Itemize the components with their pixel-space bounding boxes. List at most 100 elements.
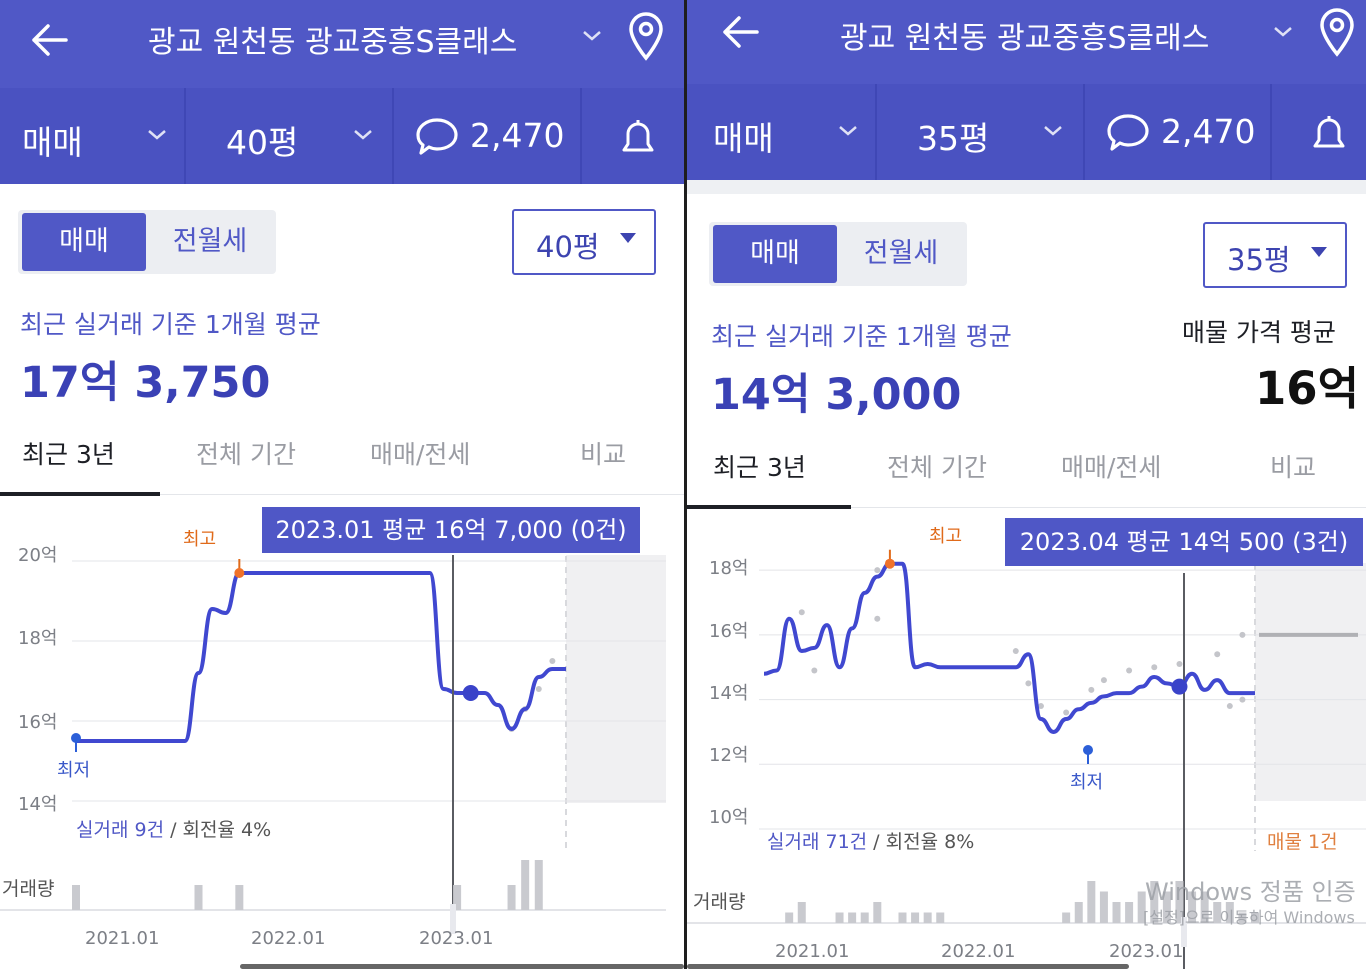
apartment-title[interactable]: 광교 원천동 광교중흥S클래스 bbox=[840, 21, 1210, 56]
tab-compare[interactable]: 비교 bbox=[580, 440, 627, 469]
deal-point bbox=[1226, 703, 1233, 710]
chevron-down-icon[interactable] bbox=[352, 124, 374, 146]
deal-stats: 실거래 71건 / 회전율 8% bbox=[767, 827, 974, 854]
tab-sale-jeonse[interactable]: 매매/전세 bbox=[1061, 453, 1162, 482]
size-select[interactable] bbox=[512, 209, 656, 275]
future-region bbox=[566, 555, 666, 803]
volume-label: 거래량 bbox=[693, 891, 746, 913]
chevron-down-icon[interactable] bbox=[1042, 120, 1064, 142]
tab-rent[interactable]: 전월세 bbox=[172, 226, 248, 257]
top-bar bbox=[687, 0, 1366, 88]
chevron-down-icon[interactable] bbox=[146, 124, 168, 146]
future-region bbox=[1255, 563, 1366, 801]
tab-sale-jeonse[interactable]: 매매/전세 bbox=[370, 440, 471, 469]
deal-point bbox=[1239, 631, 1246, 638]
y-axis-label: 10억 bbox=[709, 807, 749, 828]
chevron-down-icon[interactable] bbox=[837, 120, 859, 142]
price-line bbox=[763, 561, 1255, 734]
y-axis-label: 12억 bbox=[709, 745, 749, 766]
deal-point bbox=[1012, 648, 1019, 655]
comment-icon[interactable] bbox=[414, 116, 460, 158]
comment-icon[interactable] bbox=[1105, 112, 1151, 154]
volume-bar bbox=[194, 885, 203, 910]
volume-bar bbox=[1162, 891, 1171, 923]
y-axis-label: 18억 bbox=[18, 628, 58, 649]
trade-type-dropdown[interactable]: 매매 bbox=[22, 123, 83, 162]
avg-caption: 최근 실거래 기준 1개월 평균 bbox=[711, 322, 1012, 351]
divider bbox=[1270, 84, 1272, 180]
x-axis-label: 2021.01 bbox=[85, 928, 160, 949]
scrollbar[interactable] bbox=[240, 964, 684, 969]
y-axis-label: 18억 bbox=[709, 558, 749, 579]
y-axis-label: 16억 bbox=[709, 621, 749, 642]
x-axis-label: 2022.01 bbox=[941, 941, 1016, 962]
deal-count: 실거래 71건 bbox=[767, 831, 868, 853]
size-dropdown[interactable]: 35평 bbox=[917, 119, 990, 158]
volume-bar bbox=[936, 912, 945, 923]
price-chart[interactable] bbox=[687, 513, 1366, 969]
divider bbox=[875, 84, 877, 180]
price-chart[interactable] bbox=[0, 500, 684, 969]
tab-all-period[interactable]: 전체 기간 bbox=[887, 453, 987, 482]
windows-activation-watermark: Windows 정품 인증 bbox=[1145, 878, 1356, 906]
chevron-down-icon[interactable] bbox=[1271, 20, 1295, 44]
bell-icon[interactable] bbox=[1307, 112, 1351, 156]
min-price-label: 최저 bbox=[1070, 772, 1104, 793]
volume-bar bbox=[848, 912, 857, 923]
deal-point bbox=[1239, 696, 1246, 703]
left-screen: 광교 원천동 광교중흥S클래스 매매 40평 2,470 매매 전월세 40평 … bbox=[0, 0, 684, 969]
deal-point bbox=[874, 567, 881, 574]
x-axis-label: 2021.01 bbox=[775, 941, 850, 962]
deal-point bbox=[1100, 677, 1107, 684]
size-dropdown[interactable]: 40평 bbox=[226, 123, 299, 162]
volume-bar bbox=[835, 912, 844, 923]
tab-compare[interactable]: 비교 bbox=[1270, 453, 1317, 482]
tab-all-period[interactable]: 전체 기간 bbox=[196, 440, 296, 469]
back-arrow-icon[interactable] bbox=[28, 18, 72, 62]
tab-recent-3y[interactable]: 최근 3년 bbox=[713, 453, 806, 482]
deal-point bbox=[1151, 664, 1158, 671]
volume-bar bbox=[1200, 891, 1209, 923]
min-price-label: 최저 bbox=[57, 760, 91, 781]
divider bbox=[1083, 84, 1085, 180]
caret-down-icon bbox=[618, 230, 638, 244]
divider bbox=[392, 88, 394, 184]
divider bbox=[184, 88, 186, 184]
volume-bar bbox=[534, 860, 543, 910]
active-tab-indicator bbox=[0, 492, 160, 496]
deal-point bbox=[535, 686, 542, 692]
bell-icon[interactable] bbox=[616, 116, 660, 160]
tab-sale[interactable]: 매매 bbox=[22, 213, 146, 271]
tab-rent[interactable]: 전월세 bbox=[863, 238, 939, 269]
volume-bar bbox=[1087, 881, 1096, 923]
back-arrow-icon[interactable] bbox=[719, 10, 763, 54]
volume-bar bbox=[923, 912, 932, 923]
volume-bar bbox=[860, 912, 869, 923]
volume-bar bbox=[453, 885, 462, 910]
x-axis-label: 2023.01 bbox=[419, 928, 494, 949]
tab-recent-3y[interactable]: 최근 3년 bbox=[22, 440, 115, 469]
volume-bar bbox=[1213, 902, 1222, 923]
volume-bar bbox=[1112, 902, 1121, 923]
size-select[interactable] bbox=[1203, 222, 1347, 288]
turnover-rate: / 회전율 4% bbox=[164, 819, 272, 841]
x-axis-label: 2023.01 bbox=[1109, 941, 1184, 962]
panel-divider bbox=[684, 0, 687, 969]
location-pin-icon[interactable] bbox=[1317, 6, 1357, 58]
turnover-rate: / 회전율 8% bbox=[867, 831, 975, 853]
trade-type-dropdown[interactable]: 매매 bbox=[713, 119, 774, 158]
listing-avg-price: 16억 bbox=[1255, 362, 1360, 415]
scrollbar[interactable] bbox=[687, 964, 1129, 969]
avg-price: 14억 3,000 bbox=[711, 370, 962, 420]
deal-point bbox=[549, 658, 556, 664]
filter-bar bbox=[687, 84, 1366, 180]
deal-point bbox=[874, 615, 881, 622]
comment-count[interactable]: 2,470 bbox=[1161, 112, 1256, 151]
volume-bar bbox=[1074, 902, 1083, 923]
apartment-title[interactable]: 광교 원천동 광교중흥S클래스 bbox=[148, 25, 518, 60]
chevron-down-icon[interactable] bbox=[580, 24, 604, 48]
tab-sale[interactable]: 매매 bbox=[713, 225, 837, 283]
comment-count[interactable]: 2,470 bbox=[470, 116, 565, 155]
deal-count: 실거래 9건 bbox=[76, 819, 165, 841]
location-pin-icon[interactable] bbox=[626, 10, 666, 62]
